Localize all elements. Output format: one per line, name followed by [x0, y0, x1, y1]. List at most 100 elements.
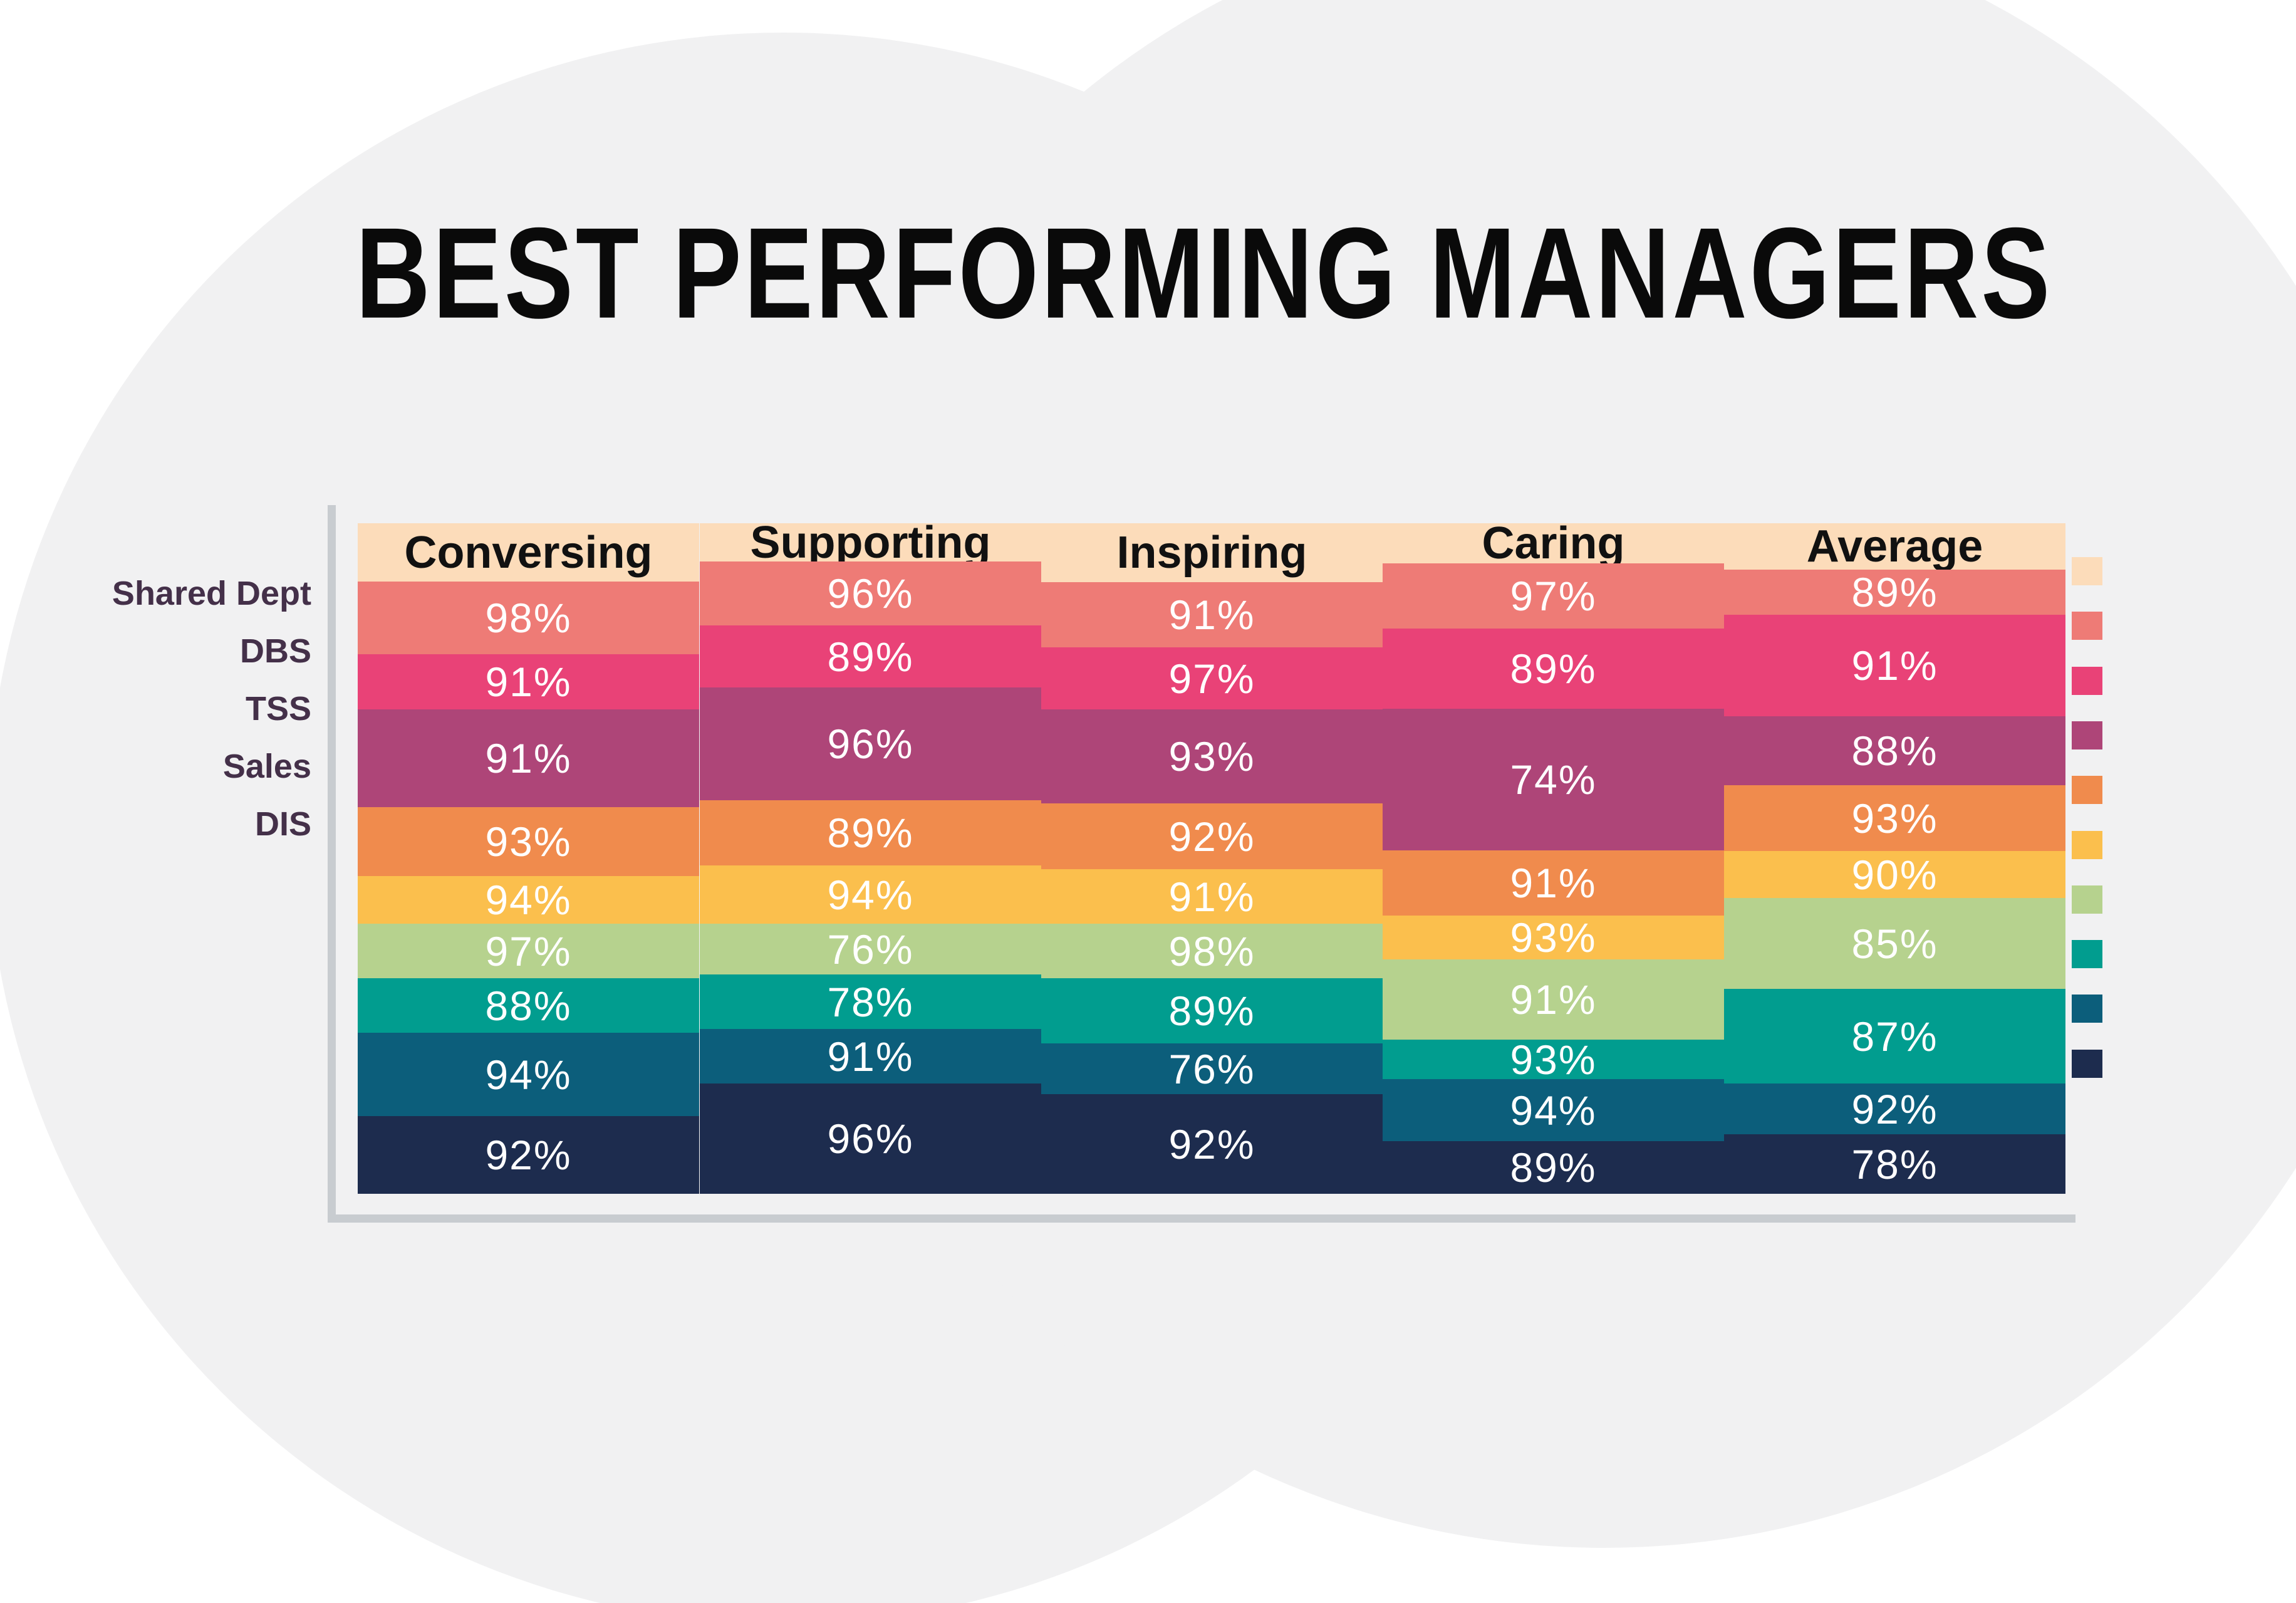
cell-value: 97%: [485, 927, 572, 974]
column-header-label: Caring: [1482, 523, 1625, 563]
cell-value: 98%: [1168, 927, 1255, 974]
cell-mauve-caring: 74%: [1383, 709, 1724, 850]
cell-value: 90%: [1851, 851, 1938, 898]
legend-swatch-petrol: [2072, 995, 2102, 1023]
legend-swatch-teal: [2072, 940, 2102, 968]
cell-green-conversing: 97%: [358, 924, 699, 978]
cell-value: 97%: [1168, 655, 1255, 702]
cell-value: 92%: [485, 1132, 572, 1178]
cell-navy-inspiring: 92%: [1041, 1094, 1383, 1194]
cell-pink-supporting: 89%: [700, 625, 1041, 687]
cell-value: 94%: [1510, 1087, 1597, 1134]
cell-salmon-average: 89%: [1724, 570, 2065, 615]
cell-orange-conversing: 93%: [358, 807, 699, 876]
cell-value: 89%: [827, 633, 914, 680]
column-header-supporting: Supporting: [700, 523, 1041, 561]
legend-swatch-mauve: [2072, 721, 2102, 749]
cell-yellow-conversing: 94%: [358, 876, 699, 924]
x-axis-line: [328, 1214, 2075, 1223]
cell-petrol-supporting: 91%: [700, 1029, 1041, 1083]
cell-mauve-supporting: 96%: [700, 687, 1041, 800]
cell-salmon-conversing: 98%: [358, 582, 699, 654]
cell-orange-caring: 91%: [1383, 850, 1724, 916]
cell-orange-inspiring: 92%: [1041, 803, 1383, 869]
cell-orange-average: 93%: [1724, 785, 2065, 851]
cell-value: 93%: [485, 818, 572, 865]
cell-value: 92%: [1168, 1120, 1255, 1167]
cell-mauve-inspiring: 93%: [1041, 709, 1383, 803]
cell-navy-supporting: 96%: [700, 1083, 1041, 1194]
cell-value: 96%: [827, 721, 914, 767]
legend-swatch-orange: [2072, 776, 2102, 804]
column-inspiring: Inspiring 91% 97% 93% 92% 91% 98% 89% 76% 92%: [1041, 523, 1383, 1194]
cell-navy-average: 78%: [1724, 1134, 2065, 1194]
cell-value: 76%: [827, 926, 914, 973]
cell-value: 89%: [1510, 645, 1597, 692]
cell-value: 91%: [1851, 642, 1938, 689]
column-header-inspiring: Inspiring: [1041, 523, 1383, 582]
cell-value: 91%: [485, 735, 572, 781]
cell-pink-conversing: 91%: [358, 654, 699, 709]
cell-petrol-conversing: 94%: [358, 1033, 699, 1116]
cell-value: 92%: [1851, 1085, 1938, 1132]
cell-pink-inspiring: 97%: [1041, 647, 1383, 709]
legend-swatch-green: [2072, 885, 2102, 914]
cell-value: 93%: [1510, 916, 1597, 959]
cell-pink-caring: 89%: [1383, 629, 1724, 709]
cell-value: 94%: [485, 877, 572, 923]
cell-value: 89%: [1851, 570, 1938, 615]
cell-mauve-average: 88%: [1724, 716, 2065, 785]
cell-teal-caring: 93%: [1383, 1040, 1724, 1079]
cell-value: 91%: [1168, 873, 1255, 920]
column-header-label: Supporting: [750, 523, 991, 561]
cell-green-caring: 91%: [1383, 959, 1724, 1040]
legend-swatch-yellow: [2072, 831, 2102, 859]
row-label-shared-dept: Shared Dept: [112, 575, 311, 612]
cell-value: 78%: [827, 978, 914, 1025]
cell-teal-supporting: 78%: [700, 974, 1041, 1029]
cell-value: 85%: [1851, 920, 1938, 967]
cell-teal-inspiring: 89%: [1041, 978, 1383, 1043]
cell-value: 92%: [1168, 813, 1255, 860]
column-average: Average 89% 91% 88% 93% 90% 85% 87% 92% 78%: [1724, 523, 2065, 1194]
column-conversing: Conversing 98% 91% 91% 93% 94% 97% 88% 94% 92%: [358, 523, 699, 1194]
cell-green-supporting: 76%: [700, 924, 1041, 974]
legend-swatch-salmon: [2072, 612, 2102, 640]
cell-value: 93%: [1510, 1040, 1597, 1079]
cell-salmon-caring: 97%: [1383, 563, 1724, 629]
cell-navy-conversing: 92%: [358, 1116, 699, 1194]
cell-teal-conversing: 88%: [358, 978, 699, 1033]
cell-yellow-average: 90%: [1724, 851, 2065, 898]
cell-value: 91%: [485, 659, 572, 705]
cell-salmon-supporting: 96%: [700, 561, 1041, 625]
cell-value: 88%: [1851, 728, 1938, 774]
cell-yellow-supporting: 94%: [700, 865, 1041, 924]
legend-swatch-pink: [2072, 667, 2102, 695]
cell-value: 88%: [485, 982, 572, 1029]
column-header-caring: Caring: [1383, 523, 1724, 563]
row-label-tss: TSS: [245, 690, 311, 728]
cell-pink-average: 91%: [1724, 615, 2065, 716]
cell-value: 89%: [1168, 988, 1255, 1034]
row-label-dis: DIS: [254, 805, 311, 843]
cell-value: 91%: [1510, 860, 1597, 906]
column-caring: Caring 97% 89% 74% 91% 93% 91% 93% 94% 89%: [1383, 523, 1724, 1194]
cell-mauve-conversing: 91%: [358, 709, 699, 807]
cell-value: 93%: [1851, 795, 1938, 842]
y-axis-line: [328, 505, 336, 1222]
cell-value: 89%: [827, 810, 914, 856]
cell-yellow-caring: 93%: [1383, 916, 1724, 959]
cell-value: 74%: [1510, 756, 1597, 803]
cell-value: 89%: [1510, 1144, 1597, 1191]
column-header-label: Conversing: [404, 527, 653, 578]
legend-swatch-cream: [2072, 557, 2102, 585]
cell-value: 76%: [1168, 1045, 1255, 1092]
cell-value: 94%: [485, 1051, 572, 1098]
cell-value: 91%: [1168, 592, 1255, 638]
cell-petrol-inspiring: 76%: [1041, 1043, 1383, 1094]
legend-swatch-navy: [2072, 1050, 2102, 1078]
cell-petrol-caring: 94%: [1383, 1079, 1724, 1141]
column-header-conversing: Conversing: [358, 523, 699, 582]
cell-salmon-inspiring: 91%: [1041, 582, 1383, 647]
